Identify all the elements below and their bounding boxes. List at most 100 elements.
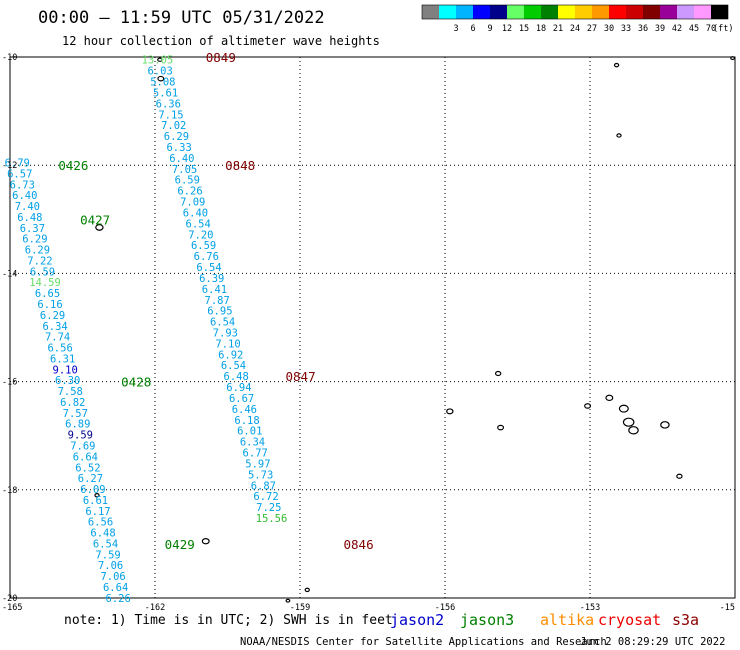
wave-height-value: 6.65 xyxy=(35,288,60,300)
page-subtitle: 12 hour collection of altimeter wave hei… xyxy=(62,34,380,48)
wave-height-value: 5.61 xyxy=(153,87,178,99)
map-panel: 13.056.035.085.616.367.157.026.296.336.4… xyxy=(2,50,736,613)
colorbar-swatch xyxy=(456,5,473,19)
island-outline xyxy=(497,424,505,431)
island-outline xyxy=(584,403,592,409)
colorbar-swatch xyxy=(558,5,575,19)
satellite-legend-jason3: jason3 xyxy=(460,611,514,629)
colorbar-unit: (ft) xyxy=(713,24,733,34)
wave-height-value: 6.76 xyxy=(194,251,219,263)
colorbar-label: 9 xyxy=(487,24,492,34)
wave-height-value: 5.97 xyxy=(245,458,270,470)
colorbar-label: 15 xyxy=(519,24,529,34)
pass-time-label: 0426 xyxy=(58,158,88,173)
wave-height-value: 6.33 xyxy=(166,142,191,154)
satellite-legend-cryosat: cryosat xyxy=(598,611,661,629)
island-outline xyxy=(304,587,310,593)
x-tick-label: -165 xyxy=(2,603,22,613)
wave-height-value: 6.16 xyxy=(37,299,62,311)
wave-height-value: 6.54 xyxy=(221,360,246,372)
island-outlines xyxy=(94,56,736,603)
colorbar-label: 12 xyxy=(502,24,512,34)
colorbar-swatch xyxy=(422,5,439,19)
colorbar-outline xyxy=(421,4,729,20)
satellite-legend: jason2 jason3 altika cryosat s3a xyxy=(390,611,699,629)
wave-height-value: 6.36 xyxy=(156,98,181,110)
pass-time-label: 0427 xyxy=(80,212,110,227)
pass-time-label: 0429 xyxy=(165,537,195,552)
wave-height-value: 6.41 xyxy=(202,284,227,296)
colorbar-swatch xyxy=(660,5,677,19)
wave-height-value: 6.48 xyxy=(90,528,115,540)
wave-height-value: 6.54 xyxy=(186,218,211,230)
wave-height-value: 6.94 xyxy=(226,382,251,394)
wave-height-value: 6.89 xyxy=(65,419,90,431)
wave-height-value: 6.29 xyxy=(22,234,47,246)
wave-height-value: 6.82 xyxy=(60,397,85,409)
wave-height-value: 6.64 xyxy=(103,582,128,594)
colorbar-label: 42 xyxy=(672,24,682,34)
colorbar-label: 45 xyxy=(689,24,699,34)
wave-height-value: 7.93 xyxy=(213,328,238,340)
wave-height-value: 7.05 xyxy=(172,164,197,176)
wave-height-value: 6.57 xyxy=(7,168,32,180)
wave-height-value: 7.20 xyxy=(188,229,213,241)
island-outline xyxy=(157,57,163,62)
island-outline xyxy=(157,75,165,82)
colorbar-label: 39 xyxy=(655,24,665,34)
colorbar-swatch xyxy=(609,5,626,19)
colorbar-swatch xyxy=(490,5,507,19)
wave-height-value: 5.73 xyxy=(248,469,273,481)
wave-height-value: 7.09 xyxy=(180,197,205,209)
colorbar-swatch xyxy=(541,5,558,19)
wave-height-value: 6.72 xyxy=(253,491,278,503)
island-outline xyxy=(660,421,670,429)
map-gridlines xyxy=(10,56,735,598)
wave-height-value: 6.48 xyxy=(17,212,42,224)
wave-height-value: 6.40 xyxy=(169,153,194,165)
colorbar-swatch xyxy=(439,5,456,19)
colorbar-label: 18 xyxy=(536,24,546,34)
wave-height-value: 7.58 xyxy=(58,386,83,398)
island-outline xyxy=(618,404,629,413)
colorbar-swatch xyxy=(507,5,524,19)
wave-height-value: 6.29 xyxy=(164,131,189,143)
generated-timestamp: Jun 2 08:29:29 UTC 2022 xyxy=(580,636,725,648)
y-tick-label: -16 xyxy=(2,378,17,388)
x-tick-label: -162 xyxy=(145,603,165,613)
wave-height-value: 6.40 xyxy=(183,207,208,219)
wave-height-value: 6.52 xyxy=(75,462,100,474)
wave-height-value: 6.48 xyxy=(224,371,249,383)
wave-height-value: 6.54 xyxy=(196,262,221,274)
wave-height-value: 7.06 xyxy=(98,560,123,572)
wave-height-value: 6.79 xyxy=(5,157,30,169)
colorbar-label: 30 xyxy=(604,24,614,34)
colorbar-swatch xyxy=(643,5,660,19)
satellite-legend-s3a: s3a xyxy=(672,611,699,629)
axis-tick-labels: -165 -162 -159 -156 -153 -15 -10 -12 -14 -16 -18 -2… xyxy=(2,53,735,613)
colorbar-swatch xyxy=(711,5,728,19)
wave-height-value: 6.18 xyxy=(234,415,259,427)
colorbar-swatch xyxy=(524,5,541,19)
credit-line: NOAA/NESDIS Center for Satellite Applica… xyxy=(240,636,607,648)
wave-height-value: 6.87 xyxy=(251,480,276,492)
wave-height-value: 7.87 xyxy=(205,295,230,307)
island-outline xyxy=(628,426,639,435)
island-outline xyxy=(616,133,622,138)
colorbar-label: 27 xyxy=(587,24,597,34)
satellite-legend-jason2: jason2 xyxy=(390,611,444,629)
island-outline xyxy=(95,224,104,231)
satellite-legend-altika: altika xyxy=(540,611,594,629)
wave-height-value: 6.30 xyxy=(55,375,80,387)
wave-height-value: 6.27 xyxy=(78,473,103,485)
island-outline xyxy=(676,473,683,479)
wave-height-value: 7.69 xyxy=(70,441,95,453)
island-outline xyxy=(622,417,635,427)
wave-height-value: 7.59 xyxy=(95,549,120,561)
wave-height-value: 6.37 xyxy=(20,223,45,235)
wave-height-value: 6.54 xyxy=(210,317,235,329)
wave-height-value: 6.39 xyxy=(199,273,224,285)
colorbar-label: 6 xyxy=(470,24,475,34)
pass-time-label: 0847 xyxy=(286,369,316,384)
